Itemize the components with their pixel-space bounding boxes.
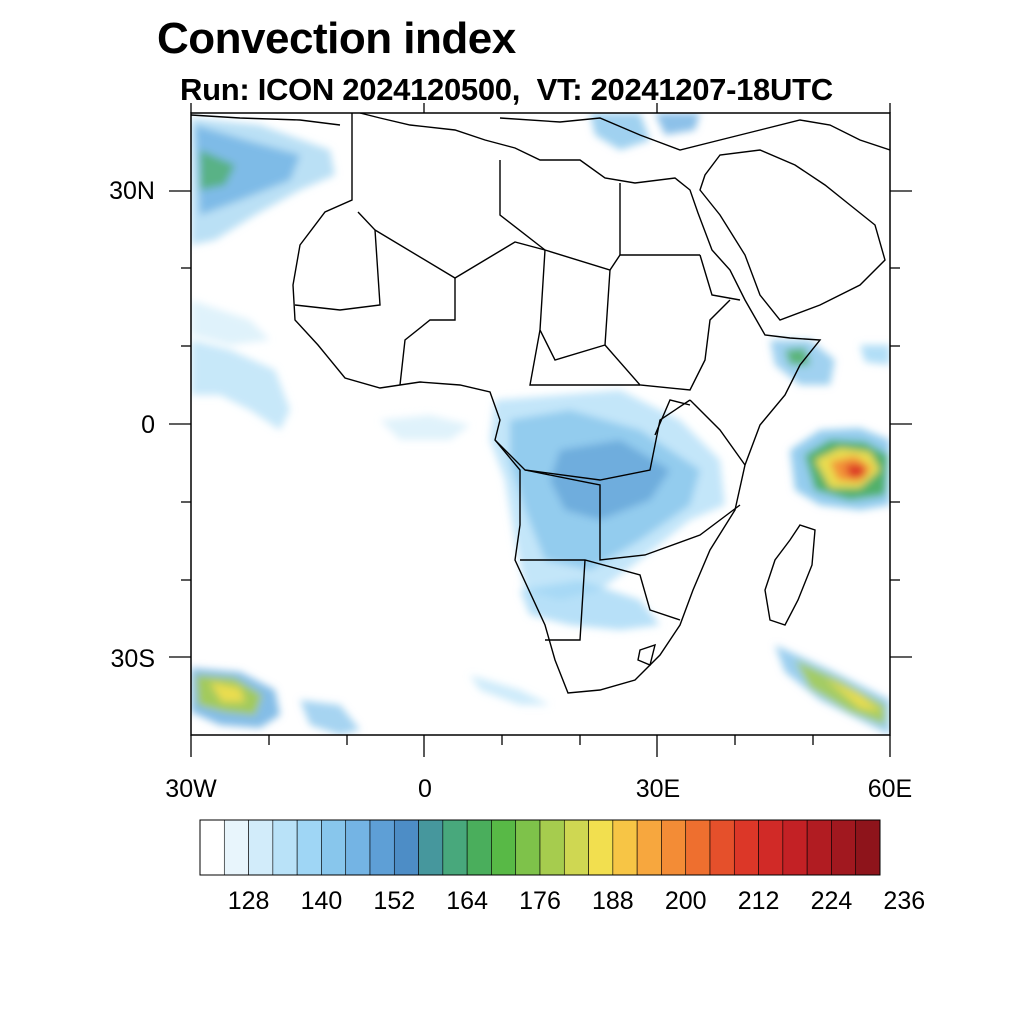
chart-subtitle: Run: ICON 2024120500, VT: 20241207-18UTC (180, 72, 833, 107)
colorbar-swatch (345, 819, 371, 876)
colorbar-swatch (515, 819, 541, 876)
colorbar-swatch (539, 819, 565, 876)
lon-label-0: 0 (418, 775, 432, 803)
colorbar-swatch (612, 819, 638, 876)
colorbar-outline (199, 819, 881, 876)
lat-label-30n: 30N (109, 177, 155, 205)
colorbar-label: 128 (227, 887, 270, 915)
colorbar-swatch (636, 819, 662, 876)
colorbar-label: 188 (591, 887, 634, 915)
lat-label-0: 0 (141, 411, 155, 439)
coastlines (191, 113, 890, 694)
colorbar-swatch (442, 819, 468, 876)
colorbar-swatch (369, 819, 395, 876)
colorbar-swatch (806, 819, 832, 876)
colorbar-label: 152 (373, 887, 416, 915)
colorbar-label: 176 (519, 887, 561, 915)
colorbar-swatch (661, 819, 687, 876)
colorbar-swatch (831, 819, 857, 876)
colorbar-swatch (563, 819, 589, 876)
colorbar-swatch (491, 819, 517, 876)
colorbar-swatch (685, 819, 711, 876)
chart-title: Convection index (157, 14, 516, 63)
colorbar-label: 200 (664, 887, 707, 915)
lon-label-60e: 60E (867, 775, 913, 803)
colorbar-swatch (393, 819, 419, 876)
colorbar-label: 164 (446, 887, 488, 915)
colorbar-label: 140 (300, 887, 343, 915)
colorbar-label: 236 (883, 887, 926, 915)
colorbar-label: 224 (810, 887, 853, 915)
colorbar-swatch (272, 819, 298, 876)
colorbar-swatch (758, 819, 784, 876)
colorbar-swatch (733, 819, 759, 876)
colorbar-swatch (709, 819, 735, 876)
colorbar (199, 819, 881, 876)
colorbar-swatch (588, 819, 614, 876)
lon-label-30e: 30E (635, 775, 681, 803)
colorbar-swatch (466, 819, 492, 876)
colorbar-swatch (296, 819, 322, 876)
colorbar-swatch (248, 819, 274, 876)
colorbar-label: 212 (737, 887, 780, 915)
axis-ticks (169, 103, 912, 757)
colorbar-swatch (199, 819, 225, 876)
colorbar-swatch (223, 819, 249, 876)
lon-label-30w: 30W (165, 775, 217, 803)
colorbar-swatch (782, 819, 808, 876)
colorbar-swatch (855, 819, 881, 876)
colorbar-swatch (321, 819, 347, 876)
colorbar-swatch (418, 819, 444, 876)
convection-field (191, 113, 890, 735)
lat-label-30s: 30S (110, 645, 155, 673)
